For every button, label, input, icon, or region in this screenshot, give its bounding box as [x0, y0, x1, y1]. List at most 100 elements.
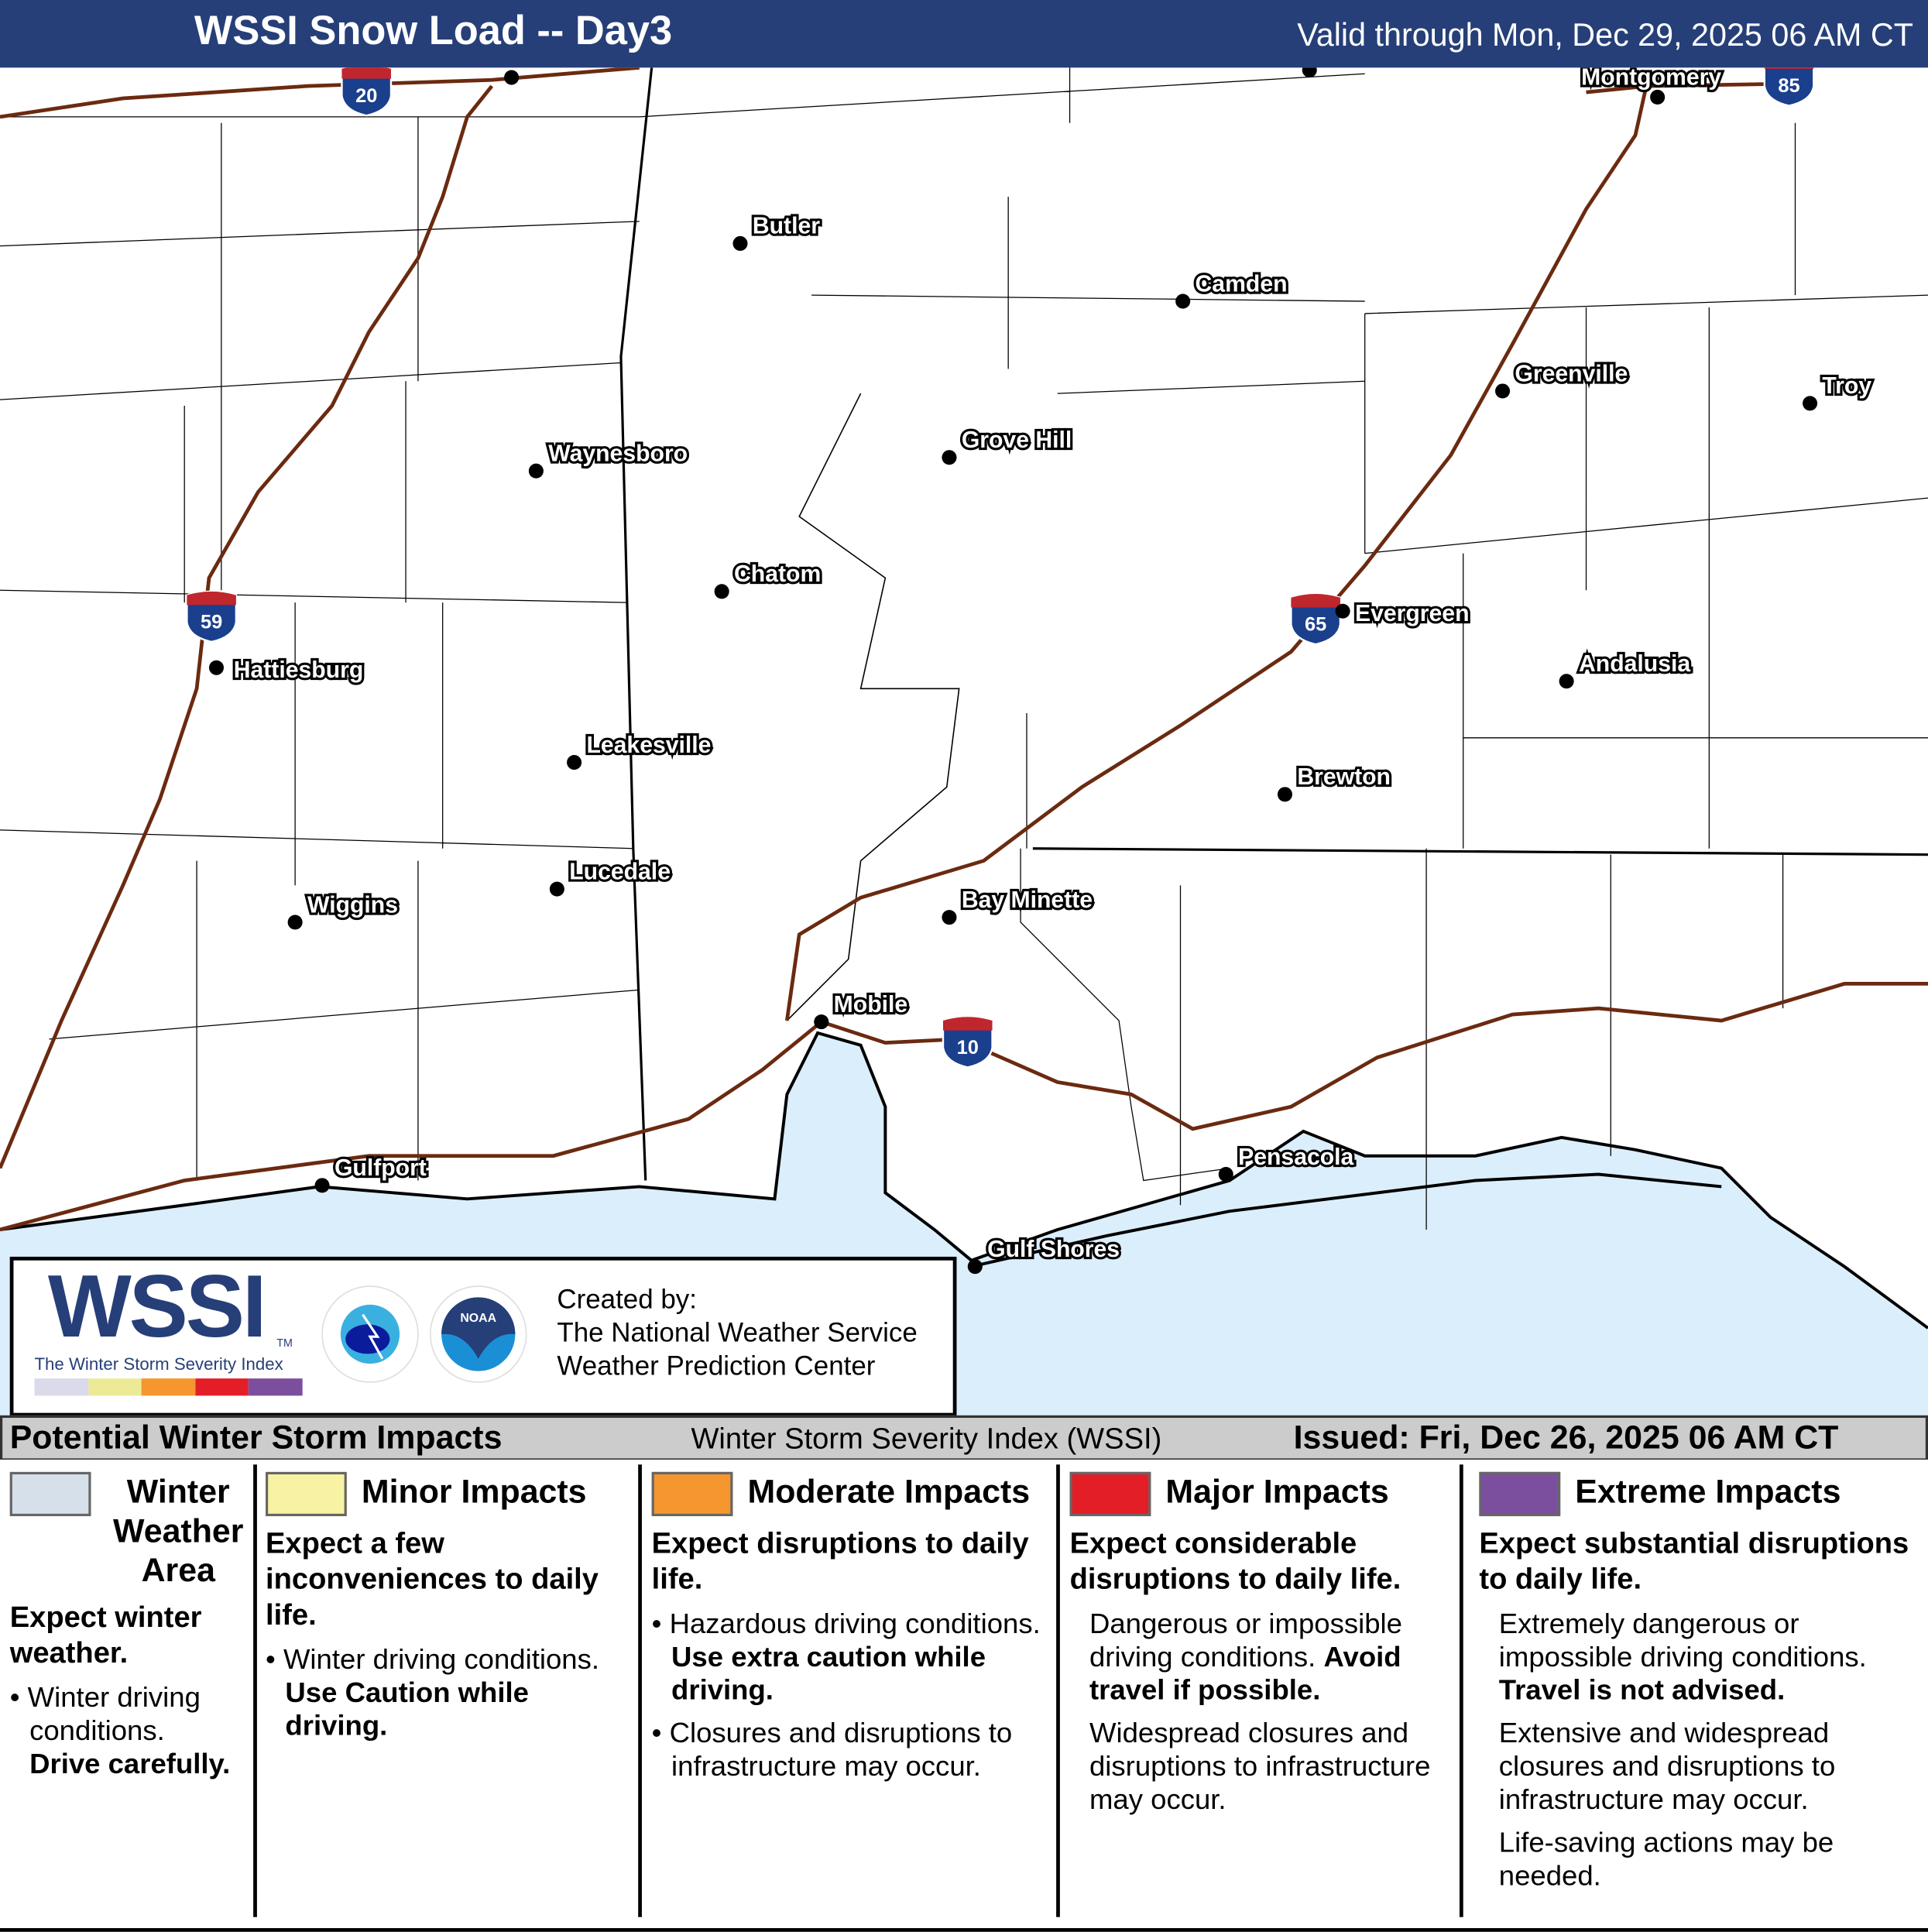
- legend-title: Moderate Impacts: [747, 1473, 1031, 1511]
- swatch-extreme: [1479, 1471, 1561, 1517]
- legend-bold: Use Caution while driving.: [285, 1676, 529, 1742]
- legend-text: Extremely dangerous or impossible drivin…: [1498, 1607, 1867, 1673]
- valid-time: Valid through Mon, Dec 29, 2025 06 AM CT: [1297, 15, 1913, 53]
- legend-moderate: Moderate Impacts Expect disruptions to d…: [651, 1460, 1051, 1924]
- issued-time: Issued: Fri, Dec 26, 2025 06 AM CT: [1293, 1419, 1839, 1457]
- legend-lead: Expect winter weather.: [9, 1601, 202, 1670]
- interstate-shields: 20 85 59 65 10: [186, 67, 1815, 1069]
- map-canvas: 20 85 59 65 10 Montgomery Butler Camden Greenvi…: [0, 67, 1928, 1416]
- city-dot: [567, 755, 582, 770]
- city-dot: [732, 235, 748, 251]
- impacts-heading: Potential Winter Storm Impacts: [9, 1419, 503, 1457]
- city-dot: [1175, 293, 1191, 309]
- divider: [1459, 1464, 1463, 1917]
- bar-moderate: [141, 1378, 196, 1396]
- bar-none: [34, 1378, 88, 1396]
- legend-bullet: Winter driving conditions.: [27, 1680, 201, 1746]
- trademark: TM: [276, 1337, 293, 1350]
- city-label: Montgomery: [1581, 67, 1721, 90]
- org-wpc: Weather Prediction Center: [557, 1350, 876, 1381]
- logo-box: WSSI TM The Winter Storm Severity Index …: [9, 1256, 957, 1417]
- bar-major: [195, 1378, 249, 1396]
- city-label: Andalusia: [1579, 651, 1690, 677]
- city-label: Camden: [1196, 271, 1288, 297]
- city-dot: [1277, 787, 1292, 802]
- swatch-major: [1069, 1471, 1151, 1517]
- city-label: Gulf Shores: [987, 1237, 1120, 1262]
- interstate-shield-icon: 10: [942, 1016, 993, 1069]
- index-name: Winter Storm Severity Index (WSSI): [691, 1422, 1162, 1457]
- legend-bold: Travel is not advised.: [1498, 1673, 1786, 1706]
- interstate-shield-icon: 65: [1290, 592, 1342, 646]
- nws-seal-icon: [321, 1285, 419, 1383]
- wssi-color-bar: [34, 1378, 303, 1396]
- legend-bold: Drive carefully.: [29, 1747, 231, 1779]
- legend-header: Minor Impacts: [266, 1471, 634, 1517]
- city-markers: Montgomery Butler Camden Greenville Troy Wayn…: [208, 67, 1875, 1275]
- wssi-logo: WSSI: [47, 1258, 267, 1357]
- city-dot: [1218, 1167, 1233, 1182]
- city-dot: [208, 660, 225, 675]
- credit-text: Created by: The National Weather Service…: [557, 1282, 917, 1382]
- legend-header: Winter Weather Area: [9, 1471, 251, 1590]
- legend-title: Minor Impacts: [361, 1473, 587, 1511]
- legend-title: Major Impacts: [1165, 1473, 1389, 1511]
- impacts-strip: Potential Winter Storm Impacts Winter St…: [0, 1415, 1928, 1461]
- legend-text: Dangerous or impossible driving conditio…: [1089, 1607, 1402, 1673]
- header-bar: WSSI Snow Load -- Day3 Valid through Mon…: [0, 0, 1928, 68]
- city-dot: [1302, 67, 1317, 78]
- wssi-subtitle: The Winter Storm Severity Index: [34, 1354, 283, 1374]
- legend-header: Extreme Impacts: [1479, 1471, 1924, 1517]
- legend-bullet: Winter driving conditions.: [283, 1642, 600, 1675]
- legend-header: Moderate Impacts: [651, 1471, 1051, 1517]
- legend-text: Widespread closures and disruptions to i…: [1089, 1716, 1431, 1815]
- city-label: Bay Minette: [962, 887, 1093, 913]
- interstate-shield-icon: 59: [186, 590, 238, 643]
- city-dot: [714, 584, 729, 599]
- org-nws: The National Weather Service: [557, 1316, 918, 1348]
- legend-bullet: Closures and disruptions to infrastructu…: [669, 1716, 1013, 1783]
- city-dot: [549, 881, 564, 897]
- city-dot: [1650, 89, 1666, 105]
- noaa-seal-text: NOAA: [460, 1312, 496, 1325]
- legend-title: Extreme Impacts: [1575, 1473, 1841, 1511]
- legend-text: Extensive and widespread closures and di…: [1498, 1716, 1836, 1815]
- interstate-routes: [0, 67, 1928, 1232]
- interstate-number: 20: [355, 85, 377, 107]
- city-label: Grove Hill: [962, 427, 1072, 453]
- bar-extreme: [249, 1378, 303, 1396]
- legend-minor: Minor Impacts Expect a few inconvenience…: [266, 1460, 634, 1924]
- city-label: Lucedale: [569, 859, 671, 884]
- divider: [253, 1464, 257, 1917]
- legend-header: Major Impacts: [1069, 1471, 1457, 1517]
- city-label: Greenville: [1515, 361, 1628, 386]
- legend-text: Life-saving actions may be needed.: [1498, 1826, 1834, 1892]
- interstate-number: 59: [201, 611, 222, 633]
- bar-minor: [87, 1378, 142, 1396]
- swatch-minor: [266, 1471, 347, 1517]
- city-dot: [528, 463, 544, 479]
- interstate-shield-icon: 20: [341, 67, 393, 117]
- legend-lead: Expect a few inconveniences to daily lif…: [266, 1527, 599, 1632]
- city-dot: [287, 915, 303, 930]
- legend-lead: Expect considerable disruptions to daily…: [1069, 1527, 1401, 1597]
- swatch-winter-weather: [9, 1471, 91, 1517]
- city-label: Brewton: [1297, 764, 1391, 790]
- city-dot: [504, 70, 520, 85]
- city-dot: [1559, 674, 1574, 689]
- created-by: Created by:: [557, 1283, 697, 1315]
- legend-major: Major Impacts Expect considerable disrup…: [1069, 1460, 1457, 1924]
- city-dot: [1495, 383, 1511, 399]
- swatch-moderate: [651, 1471, 733, 1517]
- map-title: WSSI Snow Load -- Day3: [194, 7, 673, 53]
- impact-legend: Winter Weather Area Expect winter weathe…: [0, 1459, 1928, 1932]
- interstate-number: 10: [957, 1037, 979, 1059]
- city-dot: [1803, 396, 1818, 411]
- city-label: Hattiesburg: [234, 657, 364, 683]
- city-label: Gulfport: [334, 1155, 427, 1181]
- interstate-shield-icon: 85: [1763, 67, 1815, 107]
- agency-seals: NOAA: [321, 1285, 527, 1383]
- city-label: Butler: [753, 214, 820, 239]
- legend-lead: Expect disruptions to daily life.: [651, 1527, 1029, 1597]
